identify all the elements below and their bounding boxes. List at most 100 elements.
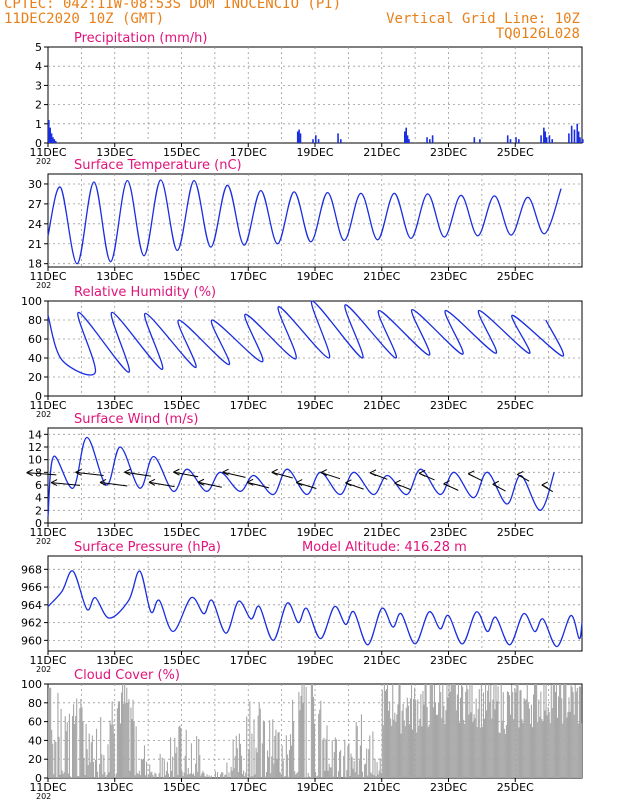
cloud-bar (141, 759, 143, 778)
cloud-bar (346, 770, 348, 778)
cloud-bar (542, 721, 544, 778)
y-tick-label: 60 (28, 333, 42, 346)
cloud-bar (249, 701, 251, 778)
cloud-bar (284, 775, 286, 778)
cloud-bar (538, 699, 540, 778)
cloud-bar (59, 774, 61, 778)
cloud-bar (408, 724, 410, 778)
x-tick-label: 25DEC (497, 270, 534, 283)
wind-arrowhead (222, 468, 229, 476)
cloud-bar (402, 703, 404, 778)
cloud-bar (200, 775, 202, 778)
cloud-bar (125, 703, 127, 778)
precip-bar (579, 137, 581, 143)
cloud-bar (88, 733, 90, 778)
panel-title: Cloud Cover (%) (74, 668, 180, 683)
cloud-bar (293, 721, 295, 778)
cloud-bar (393, 719, 395, 778)
x-tick-label: 23DEC (430, 654, 467, 667)
cloud-bar (407, 705, 409, 778)
cloud-bar (448, 684, 450, 778)
cloud-bar (456, 694, 458, 778)
cloud-bar (419, 718, 421, 778)
cloud-bar (163, 760, 165, 778)
cloud-bar (455, 710, 457, 778)
cloud-bar (449, 691, 451, 778)
cloud-bar (184, 755, 186, 778)
cloud-bar (535, 684, 537, 778)
cloud-bar (494, 709, 496, 778)
cloud-bar (248, 749, 250, 778)
cloud-bar (113, 733, 115, 778)
cloud-bar (326, 725, 328, 778)
precip-bar (54, 141, 57, 143)
cloud-bar (446, 684, 448, 778)
cloud-bar (463, 719, 465, 778)
cloud-bar (253, 719, 255, 778)
cloud-bar (349, 775, 351, 778)
cloud-bar (526, 684, 528, 778)
cloud-bar (298, 691, 300, 778)
precip-bar (405, 127, 407, 143)
cloud-bar (189, 773, 191, 778)
cloud-bar (297, 772, 299, 778)
cloud-bar (560, 684, 562, 778)
cloud-bar (71, 716, 74, 778)
cloud-bar (389, 701, 391, 778)
cloud-bar (500, 684, 502, 778)
cloud-bar (63, 772, 65, 778)
cloud-bar (441, 718, 443, 778)
cloud-bar (257, 715, 259, 778)
cloud-bar (220, 774, 222, 778)
cloud-bar (251, 733, 253, 778)
wind-arrow (173, 471, 199, 478)
y-tick-label: 2 (35, 99, 42, 112)
y-tick-label: 0 (35, 517, 42, 530)
cloud-bar (547, 707, 549, 778)
cloud-bar (477, 708, 479, 778)
cloud-bar (523, 698, 525, 778)
cloud-bar (124, 684, 126, 778)
cloud-bar (133, 721, 135, 778)
y-tick-label: 0 (35, 772, 42, 785)
cloud-bar (552, 684, 554, 778)
header-run-id: TQ0126L028 (495, 26, 580, 42)
cloud-bar (437, 714, 439, 778)
cloud-bar (447, 697, 449, 778)
series-line (47, 570, 583, 648)
y-tick-label: 966 (21, 581, 42, 594)
cloud-bar (109, 720, 111, 778)
cloud-bar (180, 728, 182, 778)
wind-arrowhead (468, 470, 475, 478)
wind-arrowhead (443, 480, 450, 488)
cloud-bar (534, 684, 536, 778)
cloud-bar (154, 772, 156, 778)
cloud-bar (286, 754, 288, 778)
cloud-bar (439, 684, 441, 778)
wind-arrowhead (99, 478, 107, 486)
cloud-bar (302, 702, 304, 778)
y-tick-label: 20 (28, 753, 42, 766)
precip-bar (431, 135, 434, 143)
cloud-bar (310, 684, 312, 778)
cloud-bar (274, 735, 276, 778)
cloud-bar (340, 750, 342, 778)
y-tick-label: 18 (28, 258, 42, 271)
cloud-bar (73, 704, 75, 778)
cloud-bar (139, 775, 141, 778)
cloud-bar (417, 699, 419, 778)
cloud-bar (170, 737, 172, 778)
cloud-bar (62, 773, 64, 778)
cloud-bar (546, 715, 548, 778)
y-tick-label: 60 (28, 716, 42, 729)
cloud-bar (144, 775, 147, 778)
cloud-bar (567, 712, 569, 778)
cloud-bar (515, 691, 517, 778)
cloud-bar (287, 776, 289, 778)
cloud-bar (263, 721, 265, 778)
cloud-bar (376, 762, 378, 778)
wind-arrow (148, 481, 175, 488)
cloud-bar (82, 721, 84, 778)
cloud-bar (365, 763, 367, 778)
cloud-bar (345, 776, 347, 778)
